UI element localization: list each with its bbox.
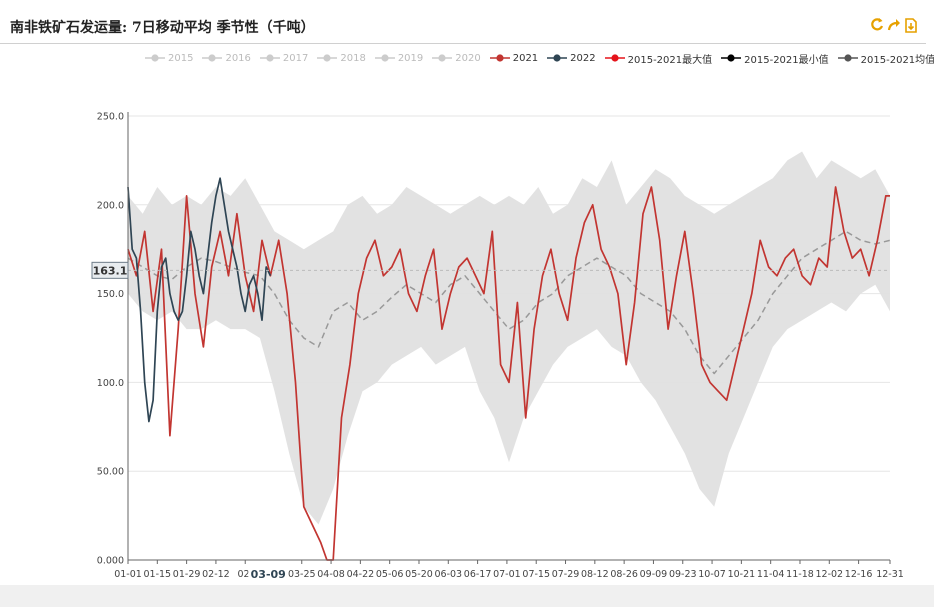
legend-label: 2015-2021均值 bbox=[860, 54, 934, 66]
y-tick-label: 200.0 bbox=[97, 200, 124, 211]
legend-marker-icon bbox=[721, 54, 742, 62]
legend-marker-icon bbox=[547, 54, 568, 62]
x-tick-label: 10-07 bbox=[698, 569, 726, 580]
series-line-2022 bbox=[127, 177, 272, 423]
legend-marker-icon bbox=[604, 54, 625, 62]
x-tick-label: 08-12 bbox=[581, 569, 609, 580]
download-icon[interactable] bbox=[904, 17, 918, 33]
x-tick-label: 12-31 bbox=[876, 569, 904, 580]
legend-marker-icon bbox=[145, 54, 165, 62]
x-tick-label: 02-12 bbox=[202, 569, 230, 580]
x-axis: 01-01 01-15 01-29 02-12 02- 03-25 04-08 04-22 05… bbox=[114, 560, 904, 580]
legend-item[interactable]: 2018 bbox=[317, 50, 366, 66]
legend-label: 2015-2021最大值 bbox=[627, 54, 713, 66]
x-tick-label: 04-08 bbox=[317, 569, 345, 580]
x-tick-label: 12-02 bbox=[815, 569, 843, 580]
x-tick-label: 08-26 bbox=[610, 569, 638, 580]
x-tick-label: 09-23 bbox=[669, 569, 697, 580]
legend-label: 2015 bbox=[168, 52, 194, 64]
legend-marker-icon bbox=[489, 54, 510, 62]
x-tick-label: 07-01 bbox=[493, 569, 521, 580]
share-icon[interactable] bbox=[887, 17, 901, 33]
y-tick-label: 150.0 bbox=[97, 289, 124, 300]
x-tick-label: 07-15 bbox=[522, 569, 550, 580]
legend-item[interactable]: 2016 bbox=[202, 50, 251, 66]
chart-legend: 2015 2016 2017 2018 2019 2020 2021 2022 2015-202… bbox=[145, 49, 934, 66]
crosshair-y-label: 163.1 bbox=[91, 261, 129, 279]
y-tick-label: 250.0 bbox=[97, 112, 124, 123]
legend-label: 2016 bbox=[225, 52, 251, 64]
y-tick-label: 100.0 bbox=[97, 378, 124, 389]
legend-label: 2019 bbox=[397, 52, 424, 64]
legend-label: 2017 bbox=[282, 52, 309, 64]
legend-item[interactable]: 2021 bbox=[489, 50, 539, 66]
x-tick-label: 09-09 bbox=[640, 569, 668, 580]
crosshair-y-value: 163.1 bbox=[93, 264, 128, 277]
x-tick-label: 02- bbox=[237, 569, 253, 580]
crosshair-x-value: 03-09 bbox=[251, 568, 286, 581]
crosshair-y-box bbox=[91, 261, 129, 279]
legend-label: 2018 bbox=[340, 52, 366, 64]
x-tick-label: 06-17 bbox=[464, 569, 492, 580]
x-tick-label: 05-06 bbox=[376, 569, 404, 580]
chart-title: 南非铁矿石发运量: 7日移动平均 季节性（千吨） bbox=[10, 20, 315, 36]
legend-item[interactable]: 2020 bbox=[432, 50, 481, 66]
legend-marker-icon bbox=[259, 54, 280, 62]
legend-item[interactable]: 2022 bbox=[547, 50, 596, 66]
bottom-scroll-area bbox=[0, 585, 934, 607]
legend-marker-icon bbox=[432, 54, 453, 62]
x-tick-label: 06-03 bbox=[434, 569, 462, 580]
x-tick-label: 11-18 bbox=[786, 569, 814, 580]
legend-label: 2022 bbox=[570, 52, 596, 64]
x-tick-label: 03-25 bbox=[288, 569, 316, 580]
legend-marker-icon bbox=[317, 54, 338, 62]
legend-item[interactable]: 2015 bbox=[145, 50, 193, 66]
y-tick-label: 0.000 bbox=[97, 556, 124, 567]
x-tick-label: 05-20 bbox=[405, 569, 433, 580]
legend-label: 2020 bbox=[455, 52, 481, 64]
chart-plot: 0.000 50.00 100.0 150.0 200.0 250.0 01-01 01-15… bbox=[91, 112, 904, 581]
legend-item[interactable]: 2015-2021最小值 bbox=[721, 50, 829, 66]
x-tick-label: 04-22 bbox=[347, 569, 375, 580]
legend-item[interactable]: 2017 bbox=[259, 50, 309, 66]
chart-toolbar bbox=[867, 17, 918, 35]
y-tick-label: 50.00 bbox=[97, 467, 124, 478]
legend-label: 2015-2021最小值 bbox=[744, 54, 829, 66]
x-tick-label: 12-16 bbox=[845, 569, 873, 580]
x-tick-label: 01-01 bbox=[114, 569, 142, 580]
legend-marker-icon bbox=[374, 54, 395, 62]
x-tick-label: 11-04 bbox=[757, 569, 785, 580]
legend-item[interactable]: 2015-2021均值 bbox=[837, 50, 934, 66]
chart-panel: 南非铁矿石发运量: 7日移动平均 季节性（千吨） 2015 2016 2017 201… bbox=[0, 0, 934, 585]
x-tick-label: 07-29 bbox=[552, 569, 580, 580]
title-divider bbox=[0, 43, 926, 44]
x-tick-label: 01-29 bbox=[173, 569, 201, 580]
legend-label: 2021 bbox=[512, 52, 539, 64]
crosshair-x-box bbox=[248, 565, 289, 581]
series-line-2015-2021均值 bbox=[127, 230, 891, 375]
refresh-icon[interactable] bbox=[870, 17, 884, 33]
legend-item[interactable]: 2015-2021最大值 bbox=[604, 50, 713, 66]
legend-item[interactable]: 2019 bbox=[374, 50, 424, 66]
crosshair-x-label: 03-09 bbox=[248, 565, 289, 581]
legend-marker-icon bbox=[837, 54, 858, 62]
x-tick-label: 10-21 bbox=[728, 569, 756, 580]
x-tick-label: 01-15 bbox=[144, 569, 172, 580]
legend-marker-icon bbox=[202, 54, 223, 62]
range-band-area bbox=[128, 151, 890, 525]
